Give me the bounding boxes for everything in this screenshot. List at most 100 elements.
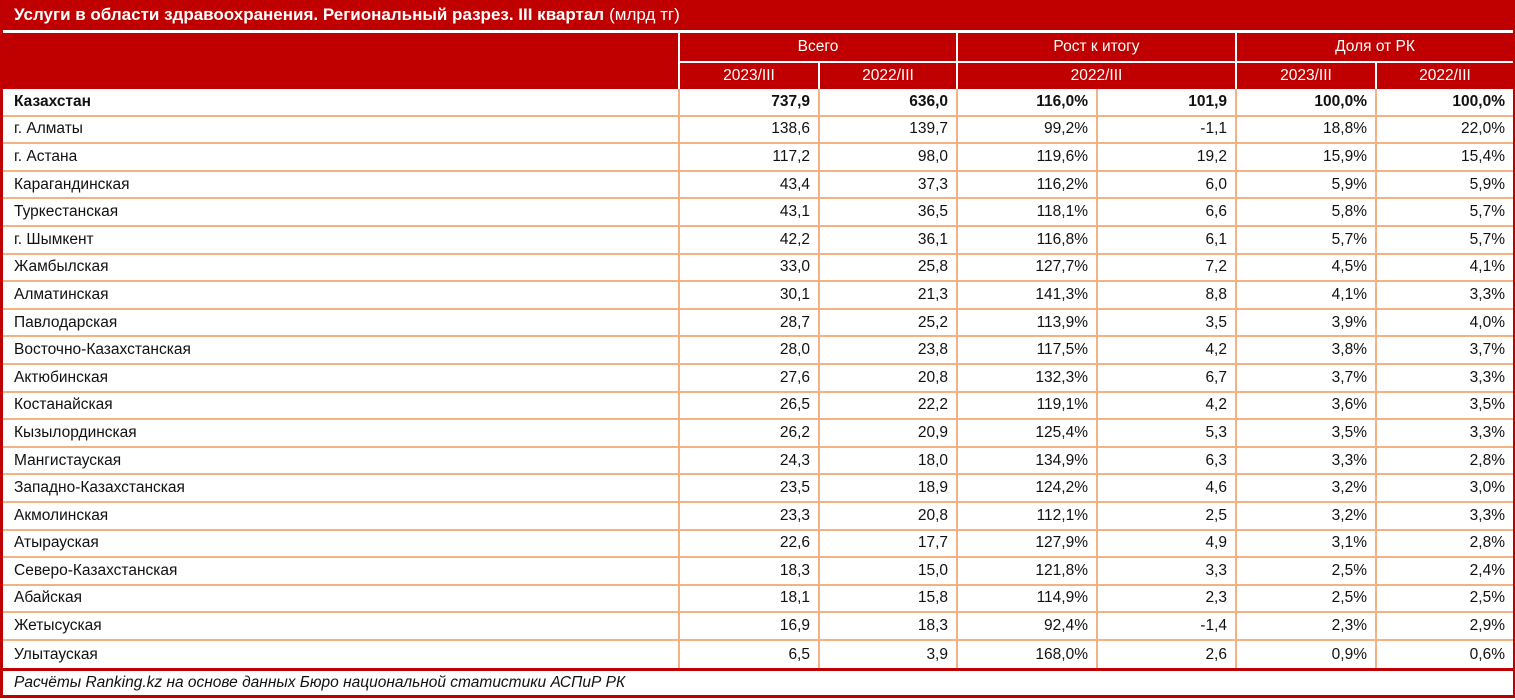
- value-cell: 124,2%: [956, 475, 1096, 501]
- value-cell: 127,7%: [956, 254, 1096, 281]
- table-row: Костанайская 26,5 22,2 119,1% 4,2 3,6% 3,5%: [3, 392, 1513, 421]
- value-cell: 5,7%: [1375, 226, 1513, 253]
- table-row: Алматинская 30,1 21,3 141,3% 8,8 4,1% 3,3%: [3, 282, 1513, 310]
- value-cell: 98,0: [818, 144, 956, 170]
- value-cell: -1,4: [1096, 613, 1235, 639]
- value-cell: 4,1%: [1235, 282, 1375, 308]
- value-cell: 20,8: [818, 502, 956, 529]
- value-cell: 4,0%: [1375, 309, 1513, 336]
- value-cell: 139,7: [818, 116, 956, 143]
- table-row: Жамбылская 33,0 25,8 127,7% 7,2 4,5% 4,1%: [3, 254, 1513, 283]
- value-cell: 2,3%: [1235, 613, 1375, 639]
- table-row: Северо-Казахстанская 18,3 15,0 121,8% 3,3 2,5…: [3, 558, 1513, 586]
- value-cell: 36,1: [818, 226, 956, 253]
- table-row: Павлодарская 28,7 25,2 113,9% 3,5 3,9% 4,0%: [3, 309, 1513, 338]
- value-cell: 43,1: [678, 199, 818, 225]
- value-cell: 4,2: [1096, 337, 1235, 363]
- value-cell: 27,6: [678, 364, 818, 391]
- value-cell: 7,2: [1096, 254, 1235, 281]
- header-region-cell: [3, 33, 678, 89]
- value-cell: 6,6: [1096, 199, 1235, 225]
- table-footer: Расчёты Ranking.kz на основе данных Бюро…: [3, 668, 1513, 696]
- value-cell: 23,8: [818, 337, 956, 363]
- region-name: г. Астана: [14, 147, 78, 165]
- region-name: Павлодарская: [14, 313, 118, 331]
- value-cell: 18,1: [678, 585, 818, 612]
- value-cell: 117,5%: [956, 337, 1096, 363]
- region-name: Абайская: [14, 589, 83, 607]
- region-name: Улытауская: [14, 645, 98, 663]
- value-cell: 24,3: [678, 447, 818, 474]
- table-row: Мангистауская 24,3 18,0 134,9% 6,3 3,3% 2,8%: [3, 447, 1513, 476]
- value-cell: 42,2: [678, 226, 818, 253]
- value-cell: 18,8%: [1235, 116, 1375, 143]
- region-name: Западно-Казахстанская: [14, 479, 185, 497]
- value-cell: 20,8: [818, 364, 956, 391]
- region-name: Восточно-Казахстанская: [14, 341, 191, 359]
- value-cell: 37,3: [818, 171, 956, 198]
- table-header: Всего Рост к итогу Доля от РК 2023/III 2…: [3, 33, 1513, 89]
- value-cell: 23,3: [678, 502, 818, 529]
- value-cell: 16,9: [678, 613, 818, 639]
- value-cell: 18,9: [818, 475, 956, 501]
- value-cell: 28,0: [678, 337, 818, 363]
- table-row: Карагандинская 43,4 37,3 116,2% 6,0 5,9% 5,9%: [3, 171, 1513, 200]
- value-cell: -1,1: [1096, 116, 1235, 143]
- value-cell: 26,5: [678, 392, 818, 419]
- value-cell: 18,0: [818, 447, 956, 474]
- value-cell: 114,9%: [956, 585, 1096, 612]
- value-cell: 118,1%: [956, 199, 1096, 225]
- value-cell: 6,0: [1096, 171, 1235, 198]
- value-cell: 121,8%: [956, 558, 1096, 584]
- value-cell: 132,3%: [956, 364, 1096, 391]
- value-cell: 3,3%: [1375, 364, 1513, 391]
- table-row: Атырауская 22,6 17,7 127,9% 4,9 3,1% 2,8%: [3, 530, 1513, 559]
- header-total-2022: 2022/III: [818, 61, 956, 89]
- value-cell: 116,8%: [956, 226, 1096, 253]
- region-name: Жамбылская: [14, 258, 109, 276]
- value-cell: 113,9%: [956, 309, 1096, 336]
- value-cell: 3,3%: [1375, 502, 1513, 529]
- value-cell: 101,9: [1096, 89, 1235, 115]
- value-cell: 5,7%: [1235, 226, 1375, 253]
- value-cell: 3,3%: [1375, 420, 1513, 446]
- value-cell: 99,2%: [956, 116, 1096, 143]
- value-cell: 15,9%: [1235, 144, 1375, 170]
- value-cell: 5,7%: [1375, 199, 1513, 225]
- value-cell: 25,2: [818, 309, 956, 336]
- value-cell: 125,4%: [956, 420, 1096, 446]
- table-title-bar: Услуги в области здравоохранения. Регион…: [3, 0, 1513, 33]
- value-cell: 3,9: [818, 640, 956, 669]
- region-name: Атырауская: [14, 534, 99, 552]
- value-cell: 138,6: [678, 116, 818, 143]
- table-body: Казахстан 737,9 636,0 116,0% 101,9 100,0% 100,…: [3, 89, 1513, 669]
- region-name: Туркестанская: [14, 203, 119, 221]
- value-cell: 22,6: [678, 530, 818, 557]
- value-cell: 3,3%: [1375, 282, 1513, 308]
- value-cell: 5,9%: [1375, 171, 1513, 198]
- table-row: Казахстан 737,9 636,0 116,0% 101,9 100,0% 100,…: [3, 89, 1513, 117]
- value-cell: 2,8%: [1375, 447, 1513, 474]
- value-cell: 2,5%: [1375, 585, 1513, 612]
- table-row: Абайская 18,1 15,8 114,9% 2,3 2,5% 2,5%: [3, 585, 1513, 614]
- value-cell: 21,3: [818, 282, 956, 308]
- value-cell: 3,2%: [1235, 475, 1375, 501]
- table-row: Кызылординская 26,2 20,9 125,4% 5,3 3,5% 3,3%: [3, 420, 1513, 448]
- table-row: Акмолинская 23,3 20,8 112,1% 2,5 3,2% 3,3%: [3, 502, 1513, 531]
- region-name: Костанайская: [14, 396, 113, 414]
- value-cell: 2,3: [1096, 585, 1235, 612]
- value-cell: 5,8%: [1235, 199, 1375, 225]
- value-cell: 4,9: [1096, 530, 1235, 557]
- value-cell: 6,3: [1096, 447, 1235, 474]
- table-row: Восточно-Казахстанская 28,0 23,8 117,5% 4,2 3…: [3, 337, 1513, 365]
- value-cell: 2,5%: [1235, 585, 1375, 612]
- value-cell: 6,5: [678, 640, 818, 669]
- value-cell: 92,4%: [956, 613, 1096, 639]
- page-title-unit: (млрд тг): [609, 5, 680, 24]
- value-cell: 127,9%: [956, 530, 1096, 557]
- region-name: Кызылординская: [14, 423, 137, 441]
- table-row: Улытауская 6,5 3,9 168,0% 2,6 0,9% 0,6%: [3, 640, 1513, 669]
- value-cell: 18,3: [678, 558, 818, 584]
- header-group-total: Всего: [678, 33, 956, 61]
- value-cell: 119,6%: [956, 144, 1096, 170]
